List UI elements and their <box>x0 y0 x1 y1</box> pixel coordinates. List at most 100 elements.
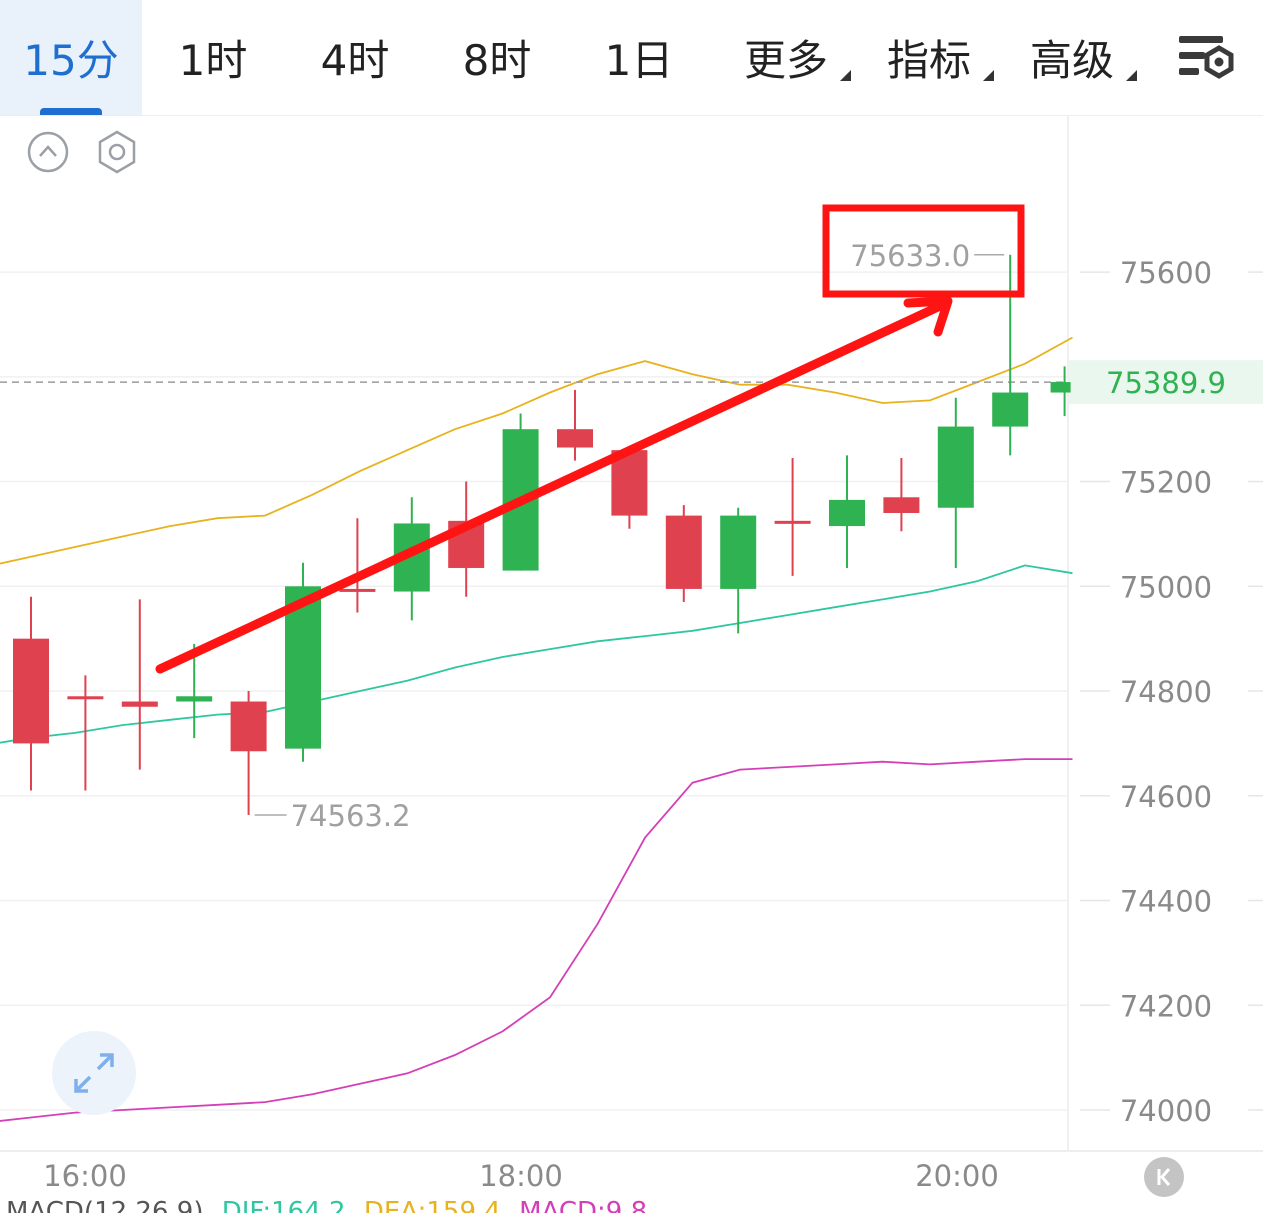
active-tab-indicator <box>40 108 102 115</box>
annotations: 74563.2 75633.0 <box>155 204 1025 833</box>
macd-dea: DEA:159.4 <box>363 1197 501 1213</box>
price-tick-label: 75600 <box>1120 256 1212 290</box>
current-price-tag <box>1069 360 1263 405</box>
price-tick-label: 74400 <box>1120 885 1212 919</box>
price-axis-panel <box>1068 116 1263 1151</box>
price-tick-label: 75200 <box>1120 466 1212 500</box>
bearish-candle <box>665 505 702 603</box>
chevron-up-circle-icon <box>27 131 69 173</box>
upper-band-line <box>0 336 1073 565</box>
high-price-label: 75633.0 <box>850 239 970 273</box>
bullish-candle <box>829 455 865 568</box>
gear-center-icon <box>108 143 126 161</box>
price-chart[interactable]: 75389.9 75600 75200 75000 74800 74600 74400 74… <box>0 116 1263 1197</box>
price-axis-labels: 75600 75200 75000 74800 74600 74400 74200 74000 <box>1120 256 1212 1128</box>
expand-button[interactable] <box>52 1031 136 1115</box>
dropdown-corner-icon <box>840 70 851 81</box>
bearish-candle <box>883 457 920 532</box>
bearish-candle <box>557 389 593 461</box>
tab-indicators-dropdown[interactable]: 指标 <box>858 0 1000 115</box>
skip-to-start-icon <box>1144 1157 1184 1197</box>
macd-params: MACD(12,26,9) <box>6 1197 204 1213</box>
bullish-candle <box>1050 366 1071 417</box>
bearish-candle <box>67 675 104 791</box>
bearish-candle <box>121 599 158 770</box>
price-tick-label: 74200 <box>1120 989 1212 1023</box>
band-lines <box>0 336 1073 1122</box>
time-axis-labels: 16:00 18:00 20:00 <box>43 1159 999 1193</box>
candle-body <box>774 520 811 524</box>
tab-label: 15分 <box>23 36 119 85</box>
time-tick-label: 18:00 <box>479 1159 563 1193</box>
bullish-candle <box>720 507 757 634</box>
tab-1hour[interactable]: 1时 <box>142 0 284 115</box>
bearish-candle <box>230 691 267 816</box>
tab-8hour[interactable]: 8时 <box>426 0 568 115</box>
tab-label: 4时 <box>320 36 390 85</box>
tab-label: 8时 <box>462 36 532 85</box>
chart-settings-button[interactable] <box>1150 0 1263 115</box>
dropdown-corner-icon <box>1126 70 1137 81</box>
grid-lines <box>0 271 1263 1111</box>
current-price-marker: 75389.9 <box>0 360 1263 405</box>
purple-indicator-line <box>0 758 1073 1122</box>
low-price-label: 74563.2 <box>291 799 411 833</box>
collapse-button[interactable] <box>27 131 69 173</box>
candle-body <box>67 696 104 700</box>
dropdown-corner-icon <box>983 70 994 81</box>
timeframe-tab-bar: 15分 1时 4时 8时 1日 更多 指标 高级 <box>0 0 1263 116</box>
tab-label: 1日 <box>604 36 674 85</box>
tab-label: 更多 <box>743 36 828 85</box>
time-tick-label: 16:00 <box>43 1159 127 1193</box>
candle-body <box>665 515 702 589</box>
bearish-candle <box>611 450 648 529</box>
tab-more-dropdown[interactable]: 更多 <box>715 0 857 115</box>
candle-body <box>176 696 213 702</box>
tab-label: 指标 <box>886 36 971 85</box>
bearish-candle <box>339 518 376 613</box>
macd-dif: DIF:164.2 <box>221 1197 346 1213</box>
macd-value: MACD:9.8 <box>519 1197 648 1213</box>
bearish-candle <box>13 596 49 791</box>
bullish-candle <box>992 254 1029 456</box>
tab-4hour[interactable]: 4时 <box>284 0 426 115</box>
candle-body <box>121 701 158 707</box>
chart-settings-icon <box>1178 35 1233 79</box>
tab-1day[interactable]: 1日 <box>568 0 710 115</box>
price-tick-label: 75000 <box>1120 570 1212 604</box>
bearish-candle <box>774 457 811 576</box>
expand-arrows-icon <box>74 1053 114 1093</box>
chevron-up-icon <box>39 145 57 157</box>
bullish-candle <box>176 643 213 739</box>
skip-chevron <box>1160 1168 1171 1186</box>
current-price-label: 75389.9 <box>1106 366 1226 400</box>
candle-body <box>992 392 1029 427</box>
candle-body <box>1050 382 1071 393</box>
price-tick-label: 74600 <box>1120 780 1212 814</box>
indicator-settings-button[interactable] <box>98 130 136 174</box>
time-tick-label: 20:00 <box>915 1159 999 1193</box>
expand-button-bg <box>52 1031 136 1115</box>
bullish-candle <box>937 397 974 568</box>
candle-body <box>720 515 757 589</box>
candlesticks <box>13 254 1071 816</box>
tab-label: 1时 <box>178 36 248 85</box>
rewind-button[interactable] <box>1144 1157 1184 1197</box>
candle-body <box>13 638 49 744</box>
price-tick-label: 74000 <box>1120 1094 1212 1128</box>
bearish-candle <box>448 481 485 597</box>
tab-advanced-dropdown[interactable]: 高级 <box>1001 0 1143 115</box>
bullish-candle <box>285 562 321 762</box>
tab-15min[interactable]: 15分 <box>0 0 142 115</box>
tab-label: 高级 <box>1029 36 1114 85</box>
trend-arrow-shaft <box>155 301 945 674</box>
candle-body <box>883 497 920 513</box>
price-tick-label: 74800 <box>1120 675 1212 709</box>
hexagon-gear-icon <box>98 130 136 174</box>
candle-body <box>230 701 267 752</box>
candle-body <box>937 426 974 508</box>
macd-summary: MACD(12,26,9) DIF:164.2 DEA:159.4 MACD:9… <box>6 1197 647 1213</box>
candle-body <box>557 429 593 448</box>
candle-body <box>829 499 865 527</box>
high-highlight-box <box>822 204 1025 298</box>
